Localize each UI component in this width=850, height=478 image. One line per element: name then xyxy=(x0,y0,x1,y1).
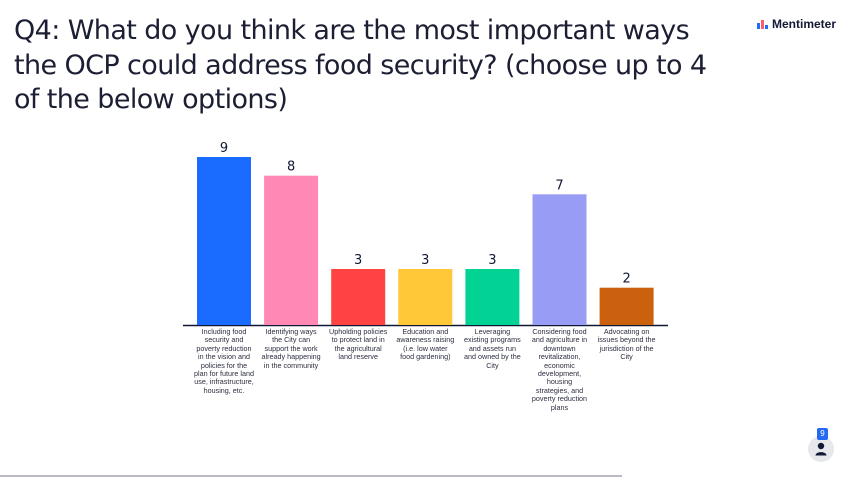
bar-value-label-1: 9 xyxy=(220,141,228,156)
participant-count: 9 xyxy=(817,428,828,440)
bar-6 xyxy=(532,194,587,325)
brand-name: Mentimeter xyxy=(771,17,836,31)
bar-7 xyxy=(599,287,654,325)
bar-value-label-2: 8 xyxy=(287,160,295,175)
progress-line xyxy=(0,475,622,477)
mentimeter-logo-icon xyxy=(756,19,768,29)
bar-value-label-7: 2 xyxy=(622,272,630,287)
bar-value-label-3: 3 xyxy=(354,253,362,268)
bar-5 xyxy=(465,269,520,325)
category-label-7: Advocating on issues beyond the jurisdic… xyxy=(597,327,656,362)
mentimeter-brand: Mentimeter xyxy=(756,17,836,31)
bar-3 xyxy=(331,269,386,325)
category-label-6: Considering food and agriculture in down… xyxy=(531,327,588,412)
person-icon xyxy=(815,442,827,456)
bar-4 xyxy=(398,269,453,325)
category-label-2: Identifying ways the City can support th… xyxy=(261,327,321,370)
category-label-5: Leveraging existing programs and assets … xyxy=(464,327,521,370)
bar-value-label-5: 3 xyxy=(488,253,496,268)
bar-2 xyxy=(264,175,319,325)
participant-counter: 9 xyxy=(806,426,836,466)
bar-1 xyxy=(197,157,251,325)
bar-value-label-4: 3 xyxy=(421,253,429,268)
category-label-4: Education and awareness raising (i.e. lo… xyxy=(396,327,455,362)
category-label-1: Including food security and poverty redu… xyxy=(194,327,254,395)
category-label-3: Upholding policies to protect land in th… xyxy=(329,327,388,362)
participant-avatar xyxy=(808,436,834,462)
bar-value-label-6: 7 xyxy=(555,178,563,193)
question-title: Q4: What do you think are the most impor… xyxy=(14,15,707,115)
